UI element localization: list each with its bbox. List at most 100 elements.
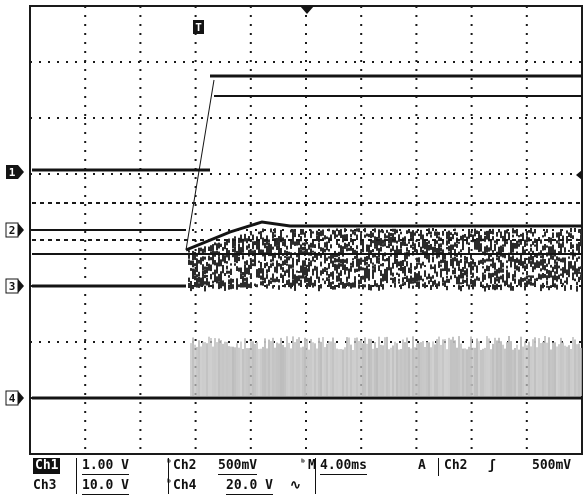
- status-separator-4: [438, 458, 439, 476]
- status-separator-2: [168, 458, 169, 494]
- noise-sample: [480, 235, 482, 241]
- grid-dot: [210, 229, 212, 231]
- grid-dot: [305, 258, 307, 260]
- grid-dot: [489, 61, 491, 63]
- noise-sample: [500, 231, 502, 237]
- noise-sample: [352, 282, 354, 288]
- grid-dot: [305, 330, 307, 332]
- noise-sample: [252, 241, 254, 247]
- noise-sample: [258, 271, 260, 275]
- ch4-scale[interactable]: 20.0 V: [226, 478, 273, 495]
- ch3-marker[interactable]: 3: [5, 278, 24, 294]
- grid-dot: [219, 229, 221, 231]
- grid-dot: [360, 177, 363, 179]
- grid-dot: [300, 117, 302, 119]
- noise-sample: [312, 342, 314, 396]
- ch2-label[interactable]: Ch2: [173, 458, 197, 473]
- grid-dot: [249, 69, 252, 71]
- noise-sample: [238, 240, 240, 244]
- noise-sample: [384, 259, 386, 262]
- grid-dot: [415, 429, 418, 431]
- noise-sample: [228, 346, 230, 396]
- grid-dot: [345, 61, 347, 63]
- noise-sample: [534, 244, 536, 247]
- noise-sample: [356, 259, 358, 264]
- grid-dot: [201, 173, 203, 175]
- noise-sample: [440, 273, 442, 278]
- ch3-label[interactable]: Ch3: [33, 478, 57, 493]
- noise-sample: [204, 342, 206, 396]
- noise-sample: [194, 269, 196, 273]
- noise-sample: [548, 337, 550, 396]
- noise-sample: [334, 259, 336, 263]
- noise-sample: [318, 337, 320, 396]
- noise-sample: [250, 282, 252, 285]
- noise-sample: [372, 232, 374, 238]
- noise-sample: [524, 239, 526, 246]
- grid-dot: [84, 213, 87, 215]
- ch1-scale[interactable]: 1.00 V: [82, 458, 129, 475]
- grid-dot: [139, 78, 142, 80]
- noise-sample: [378, 336, 380, 396]
- timebase-value[interactable]: 4.00ms: [320, 458, 367, 475]
- ch4-marker[interactable]: 4: [5, 390, 24, 406]
- ch4-label[interactable]: Ch4: [173, 478, 197, 493]
- noise-sample: [372, 348, 374, 396]
- noise-sample: [214, 272, 216, 275]
- noise-sample: [252, 263, 254, 267]
- grid-dot: [282, 173, 284, 175]
- noise-sample: [412, 336, 414, 396]
- ch1-marker[interactable]: 1: [6, 165, 24, 179]
- noise-sample: [268, 249, 270, 254]
- noise-sample: [244, 233, 246, 239]
- noise-sample: [570, 262, 572, 267]
- noise-sample: [516, 240, 518, 244]
- ch1-label[interactable]: Ch1: [33, 458, 61, 474]
- noise-sample: [266, 245, 268, 250]
- noise-sample: [320, 249, 322, 252]
- noise-sample: [322, 231, 324, 236]
- trigger-level[interactable]: 500mV: [532, 458, 572, 473]
- noise-sample: [532, 231, 534, 237]
- noise-sample: [228, 238, 230, 243]
- grid-dot: [249, 321, 252, 323]
- noise-sample: [418, 262, 420, 265]
- noise-sample: [282, 262, 284, 266]
- noise-sample: [534, 278, 536, 281]
- noise-sample: [342, 264, 344, 270]
- noise-sample: [568, 269, 570, 275]
- noise-sample: [278, 285, 280, 290]
- noise-sample: [312, 244, 314, 248]
- ch2-scale[interactable]: 500mV: [218, 458, 258, 475]
- noise-sample: [564, 280, 566, 283]
- grid-dot: [84, 33, 87, 35]
- noise-sample: [194, 283, 196, 288]
- noise-sample: [532, 266, 534, 273]
- grid-dot: [249, 420, 252, 422]
- noise-sample: [442, 277, 444, 283]
- grid-dot: [415, 168, 418, 170]
- grid-dot: [84, 348, 87, 350]
- grid-dot: [552, 117, 554, 119]
- noise-sample: [464, 280, 466, 283]
- noise-sample: [432, 246, 434, 251]
- noise-sample: [506, 241, 508, 245]
- noise-sample: [272, 285, 274, 289]
- noise-sample: [364, 228, 366, 233]
- grid-dot: [305, 420, 307, 422]
- noise-sample: [408, 280, 410, 283]
- trigger-source[interactable]: Ch2: [444, 458, 468, 473]
- ch3-scale[interactable]: 10.0 V: [82, 478, 129, 495]
- noise-sample: [506, 280, 508, 286]
- grid-dot: [543, 117, 545, 119]
- grid-dot: [327, 173, 329, 175]
- noise-sample: [562, 235, 564, 240]
- noise-sample: [400, 241, 402, 244]
- noise-sample: [370, 232, 372, 237]
- ch2-marker[interactable]: 2: [5, 222, 24, 238]
- noise-sample: [542, 276, 544, 279]
- grid-dot: [305, 114, 307, 116]
- noise-sample: [196, 281, 198, 288]
- noise-sample: [372, 262, 374, 265]
- grid-dot: [165, 173, 167, 175]
